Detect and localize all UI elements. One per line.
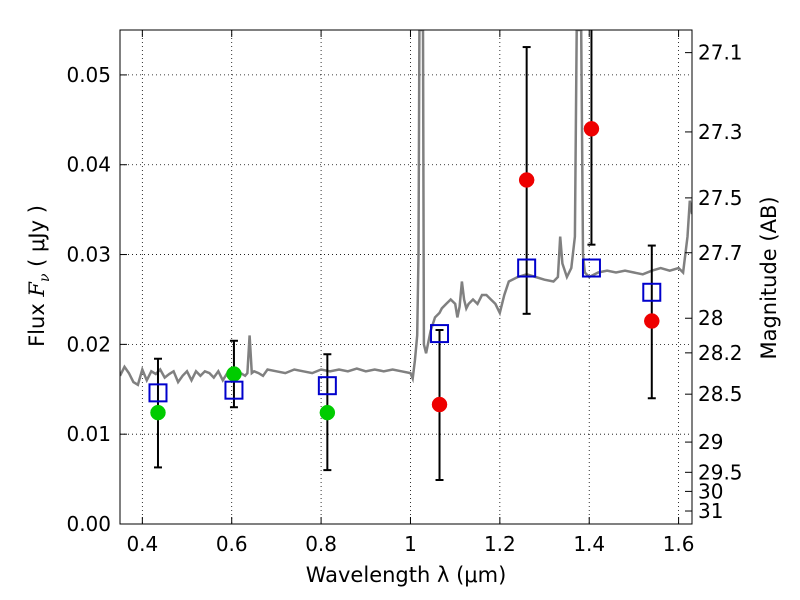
red-data-point [518, 172, 535, 188]
y-axis-label-subscript: ν [37, 273, 53, 282]
y2-tick-label: 29 [698, 430, 723, 454]
x-tick-label: 0.4 [126, 532, 158, 556]
y2-tick-label: 27.7 [698, 241, 743, 265]
y-tick-label: 0.05 [66, 63, 111, 87]
green-data-point [150, 404, 166, 421]
model-square-marker [430, 324, 450, 344]
y2-tick-label: 28 [698, 306, 723, 330]
y-axis-label-prefix: Flux [25, 297, 49, 347]
y-tick-label: 0.02 [66, 332, 111, 356]
spectrum-line [120, 30, 692, 387]
model-square-marker [517, 258, 537, 278]
y2-tick-label: 30 [698, 479, 723, 503]
x-axis-label: Wavelength λ (μm) [306, 563, 507, 587]
y2-tick-label: 31 [698, 499, 723, 523]
x-tick-label: 1.2 [484, 532, 516, 556]
y-axis-label-symbol: F [25, 281, 49, 298]
x-tick-label: 1 [404, 532, 417, 556]
y2-tick-label: 28.2 [698, 341, 743, 365]
x-tick-label: 0.8 [305, 532, 337, 556]
red-data-point [583, 121, 600, 137]
y2-tick-label: 27.3 [698, 120, 743, 144]
green-data-point [319, 404, 336, 421]
y-axis-label-suffix: ( μJy ) [25, 205, 49, 273]
y2-tick-label: 27.5 [698, 186, 743, 210]
y-axis-label: Flux Fν ( μJy ) [25, 205, 53, 347]
y-tick-label: 0.03 [66, 243, 111, 267]
marker-layer [148, 121, 662, 421]
x-tick-label: 1.4 [573, 532, 605, 556]
model-square-marker [224, 380, 244, 400]
model-square-marker [148, 383, 168, 403]
x-tick-label: 1.6 [663, 532, 695, 556]
model-square-marker [642, 282, 662, 302]
model-square-marker [317, 376, 337, 396]
x-tick-label: 0.6 [216, 532, 248, 556]
y-tick-label: 0.00 [66, 512, 111, 536]
red-data-point [431, 396, 448, 413]
model-square-marker [581, 258, 601, 278]
spectrum-layer [120, 30, 692, 387]
y2-tick-label: 29.5 [698, 460, 743, 484]
y-tick-label: 0.01 [66, 422, 111, 446]
y2-axis-label: Magnitude (AB) [757, 196, 781, 359]
y2-tick-label: 28.5 [698, 382, 743, 406]
y-tick-label: 0.04 [66, 153, 111, 177]
plot-frame [119, 29, 693, 525]
green-data-point [226, 366, 242, 382]
y2-tick-label: 27.1 [698, 41, 743, 65]
red-data-point [644, 313, 660, 329]
tick-labels: 0.4 0.6 0.8 1 1.2 1.4 1.6 0.00 0.01 0.02 0.03 0.04 0… [66, 41, 742, 556]
ticks [120, 30, 692, 525]
